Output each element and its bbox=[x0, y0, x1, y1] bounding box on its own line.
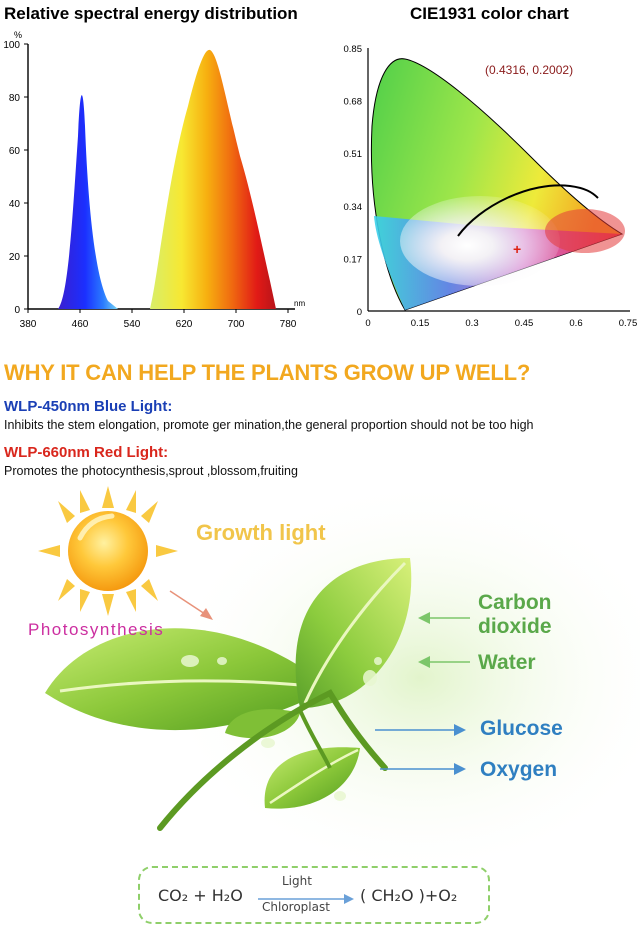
cie-y-tick: 0 bbox=[357, 307, 362, 318]
cie-x-tick: 0.45 bbox=[515, 318, 534, 329]
cie-x-tick: 0.75 bbox=[619, 318, 638, 329]
spectrum-chart: 100 80 60 40 20 0 380 460 540 620 700 780 % nm bbox=[3, 30, 305, 330]
red-light-heading: WLP-660nm Red Light: bbox=[4, 444, 169, 461]
cie-x-tick: 0.15 bbox=[411, 318, 430, 329]
equation-reactants: CO₂ + H₂O bbox=[158, 886, 243, 905]
spectrum-y-tick: 40 bbox=[9, 199, 21, 210]
spectrum-x-tick: 620 bbox=[176, 319, 193, 330]
growth-light-label: Growth light bbox=[196, 520, 326, 545]
equation-light: Light bbox=[282, 874, 312, 888]
cie-y-tick: 0.34 bbox=[344, 202, 363, 213]
spec-y-unit: % bbox=[14, 30, 22, 40]
sun-icon bbox=[38, 486, 178, 616]
cie-point: + bbox=[513, 241, 521, 257]
cie-y-tick: 0.68 bbox=[344, 97, 363, 108]
headline: WHY IT CAN HELP THE PLANTS GROW UP WELL? bbox=[4, 360, 531, 385]
cie-x-tick: 0.6 bbox=[569, 318, 582, 329]
red-peak bbox=[150, 49, 276, 310]
cie-y-tick: 0.17 bbox=[344, 254, 363, 265]
cie-coordinate: (0.4316, 0.2002) bbox=[485, 63, 573, 77]
blue-light-text: Inhibits the stem elongation, promote ge… bbox=[4, 418, 534, 432]
planckian-locus bbox=[457, 184, 599, 237]
water-label: Water bbox=[478, 651, 536, 674]
spectrum-y-tick: 0 bbox=[14, 305, 20, 316]
spectrum-x-tick: 540 bbox=[124, 319, 141, 330]
water-arrow bbox=[418, 656, 470, 668]
spectrum-x-tick: 460 bbox=[72, 319, 89, 330]
glucose-arrow bbox=[375, 724, 466, 736]
cie-x-tick: 0 bbox=[365, 318, 370, 329]
spectrum-y-tick: 80 bbox=[9, 93, 21, 104]
oxygen-label: Oxygen bbox=[480, 758, 558, 781]
equation-products: ( CH₂O )+O₂ bbox=[360, 886, 458, 905]
cie-x-tick: 0.3 bbox=[465, 318, 478, 329]
photosynthesis-illustration bbox=[38, 478, 640, 868]
spec-x-unit: nm bbox=[294, 299, 305, 308]
glucose-label: Glucose bbox=[480, 717, 563, 740]
leaf-icon bbox=[45, 558, 412, 831]
cie-y-tick: 0.51 bbox=[344, 149, 363, 160]
spectrum-x-tick: 780 bbox=[280, 319, 297, 330]
equation-chloroplast: Chloroplast bbox=[262, 900, 330, 914]
spectrum-title: Relative spectral energy distribution bbox=[4, 4, 298, 23]
cie-chart: 0.85 0.68 0.51 0.34 0.17 0 0 0.15 0.3 0.45 0.6 0.7… bbox=[344, 44, 638, 329]
cie-title: CIE1931 color chart bbox=[410, 4, 569, 23]
equation-box bbox=[138, 866, 490, 924]
spectrum-y-tick: 60 bbox=[9, 146, 21, 157]
blue-light-heading: WLP-450nm Blue Light: bbox=[4, 398, 173, 415]
dioxide-label: dioxide bbox=[478, 615, 552, 638]
arrow-icon bbox=[169, 590, 213, 620]
blue-peak bbox=[58, 95, 118, 310]
spectrum-x-tick: 380 bbox=[20, 319, 37, 330]
carbon-dioxide-arrow bbox=[418, 612, 470, 624]
spectrum-x-tick: 700 bbox=[228, 319, 245, 330]
oxygen-arrow bbox=[380, 763, 466, 775]
photosynthesis-label: Photosynthesis bbox=[28, 620, 165, 639]
cie-y-tick: 0.85 bbox=[344, 44, 363, 55]
red-light-text: Promotes the photocynthesis,sprout ,blos… bbox=[4, 464, 298, 478]
carbon-label: Carbon bbox=[478, 591, 552, 614]
spectrum-y-tick: 100 bbox=[3, 40, 20, 51]
spectrum-y-tick: 20 bbox=[9, 252, 21, 263]
equation-arrow-icon bbox=[258, 894, 354, 904]
